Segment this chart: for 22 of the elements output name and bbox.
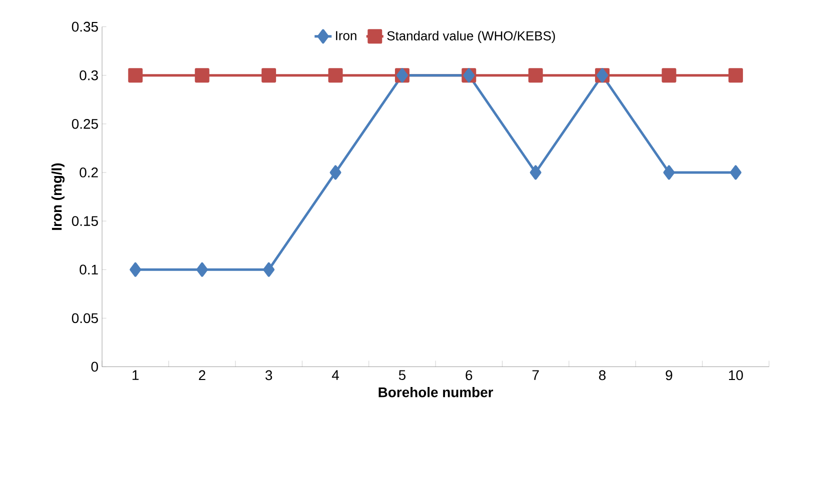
x-tick-label: 6 (466, 370, 472, 380)
x-tick-label: 2 (198, 370, 206, 380)
x-axis-title: Borehole number (378, 386, 494, 398)
y-tick-label: 0.35 (72, 22, 98, 32)
y-tick-label: 0.3 (80, 70, 98, 80)
x-tick-label: 5 (398, 370, 406, 380)
y-tick-label: 0.25 (72, 118, 98, 129)
x-tick-label: 8 (599, 370, 606, 380)
x-tick-label: 10 (729, 370, 743, 380)
y-tick-label: 0.05 (72, 313, 98, 324)
y-tick-label: 0.15 (72, 216, 98, 226)
x-tick-label: 3 (265, 370, 272, 380)
x-tick-label: 1 (132, 370, 139, 380)
legend-label: Standard value (WHO/KEBS) (387, 30, 555, 44)
y-axis-title: Iron (mg/l) (51, 163, 65, 230)
x-tick-label: 4 (332, 370, 339, 380)
y-tick-label: 0.1 (80, 264, 98, 275)
y-tick-label: 0 (91, 362, 98, 372)
y-tick-label: 0.2 (80, 168, 98, 178)
legend-label: Iron (336, 31, 356, 40)
x-tick-label: 9 (666, 370, 672, 380)
x-tick-label: 7 (532, 370, 539, 380)
